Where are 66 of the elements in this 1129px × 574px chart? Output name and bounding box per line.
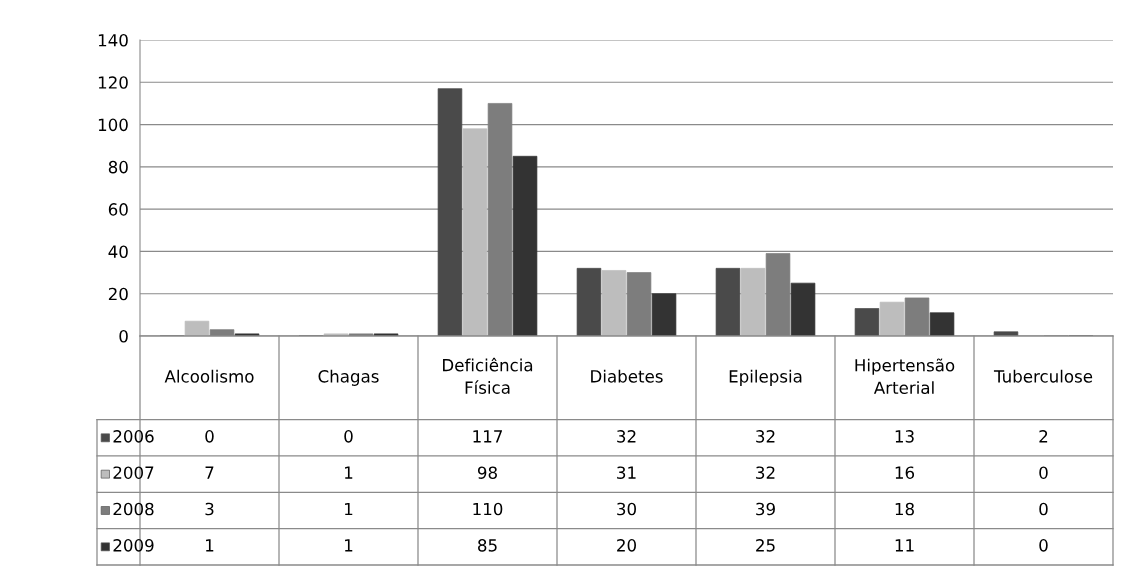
bar xyxy=(576,267,602,336)
bar xyxy=(462,128,488,336)
legend-label: 2006 xyxy=(113,430,154,443)
data-label: 32 xyxy=(756,430,775,443)
bar xyxy=(209,329,235,336)
bar xyxy=(512,155,538,336)
data-label: 0 xyxy=(1039,539,1048,552)
bar xyxy=(993,331,1019,336)
bar xyxy=(651,293,677,336)
bar xyxy=(487,103,513,336)
data-label: 85 xyxy=(478,539,497,552)
bar xyxy=(790,282,816,336)
data-label: 32 xyxy=(617,430,636,443)
data-label: 30 xyxy=(617,502,636,516)
x-tick-label: Deficiência Física xyxy=(443,357,533,394)
data-label: 1 xyxy=(206,539,214,552)
data-label: 1 xyxy=(345,539,353,552)
y-tick-label: 0 xyxy=(119,329,128,343)
x-tick-label: Alcoolismo xyxy=(164,369,254,383)
data-label: 0 xyxy=(1039,466,1048,479)
y-tick-label: 120 xyxy=(98,76,128,89)
data-label: 0 xyxy=(1039,502,1048,516)
bar xyxy=(715,267,741,336)
data-label: 2 xyxy=(1039,430,1048,443)
data-label: 7 xyxy=(205,466,214,479)
data-label: 117 xyxy=(473,430,502,443)
data-label: 18 xyxy=(895,502,914,516)
bar xyxy=(765,253,791,336)
data-label: 11 xyxy=(895,539,914,552)
bar xyxy=(904,297,930,336)
legend-label: 2008 xyxy=(113,502,154,516)
y-tick-label: 20 xyxy=(108,287,128,301)
y-tick-label: 40 xyxy=(108,245,128,258)
bar xyxy=(929,312,955,336)
bar xyxy=(601,270,627,336)
x-tick-label: Chagas xyxy=(318,369,379,386)
bar xyxy=(437,88,463,336)
data-label: 1 xyxy=(345,466,353,479)
y-tick-label: 100 xyxy=(98,118,128,132)
data-label: 32 xyxy=(756,466,775,479)
data-label: 1 xyxy=(345,502,353,516)
data-label: 13 xyxy=(895,430,914,443)
y-tick-label: 80 xyxy=(108,160,128,174)
x-tick-label: Tuberculose xyxy=(993,369,1093,383)
data-label: 16 xyxy=(895,466,915,479)
legend-label: 2009 xyxy=(113,539,154,552)
data-label: 0 xyxy=(344,430,353,443)
y-tick-label: 140 xyxy=(98,33,128,47)
legend-label: 2007 xyxy=(113,466,154,479)
bar xyxy=(879,301,905,336)
x-tick-label: Hipertensão Arterial xyxy=(855,358,955,395)
bar xyxy=(854,308,880,336)
bar xyxy=(184,320,210,336)
x-tick-label: Epilepsia xyxy=(729,369,802,386)
data-label: 110 xyxy=(473,502,503,516)
data-label: 39 xyxy=(756,502,775,516)
data-label: 98 xyxy=(477,466,497,479)
data-label: 0 xyxy=(205,430,214,443)
data-label: 3 xyxy=(205,502,214,516)
bar xyxy=(740,267,766,336)
data-label: 25 xyxy=(756,539,775,552)
data-label: 20 xyxy=(617,539,636,552)
y-tick-label: 60 xyxy=(108,203,128,216)
bar xyxy=(626,272,652,336)
x-tick-label: Diabetes xyxy=(591,369,663,383)
data-label: 31 xyxy=(617,466,636,479)
